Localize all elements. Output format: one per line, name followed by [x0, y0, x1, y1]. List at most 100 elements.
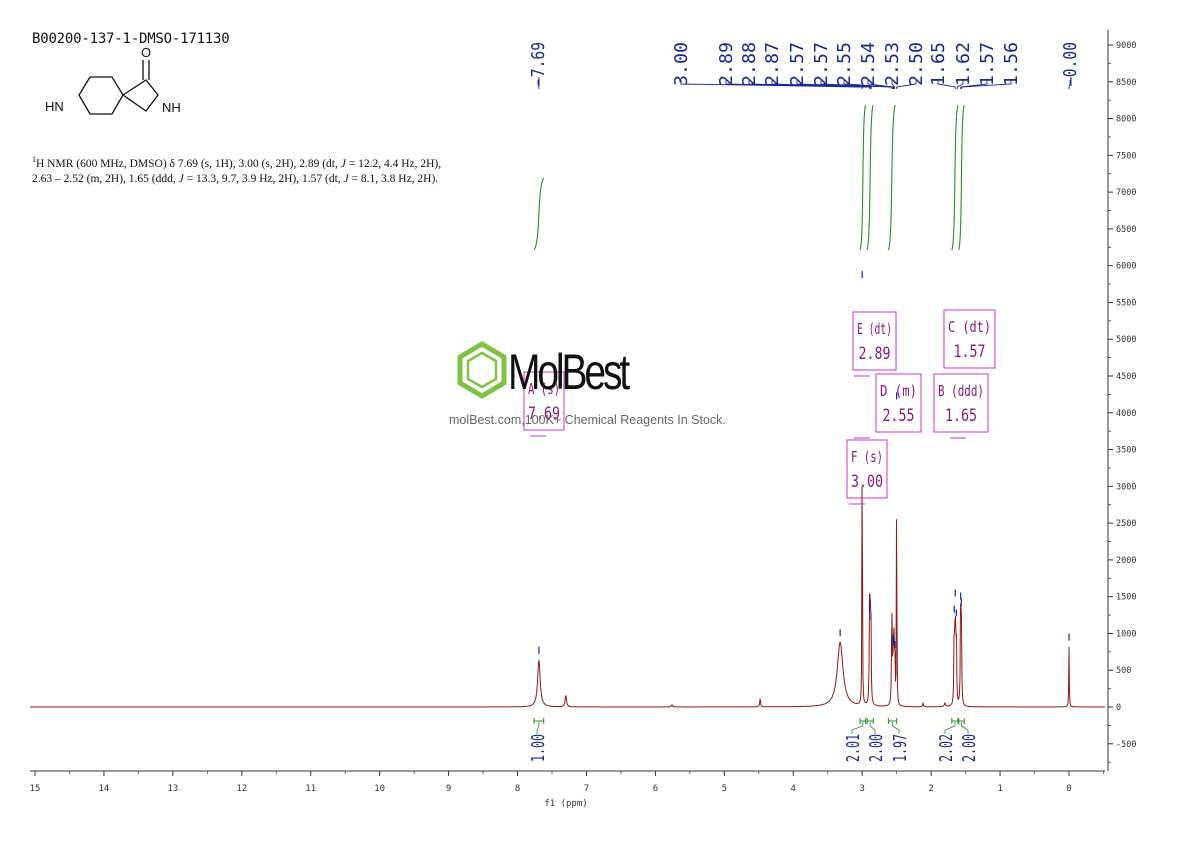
multiplet-letter: E (dt) [857, 320, 892, 338]
y-tick-label: 4500 [1116, 372, 1136, 382]
spectrum-trace [30, 486, 1105, 708]
x-tick-label: 7 [584, 784, 589, 794]
integral-curve [951, 104, 959, 251]
peak-label: 2.57 [811, 42, 832, 86]
peak-label: 2.89 [716, 42, 737, 86]
x-tick-label: 8 [515, 784, 520, 794]
peak-labels: —7.69 3.00 2.89 2.88 2.87 2.57 2.57 2.55 2.54 2.5… [528, 42, 1081, 89]
integral-connector [961, 722, 969, 734]
multiplet-box [852, 311, 897, 371]
multiplet-box [846, 439, 888, 499]
peak-label-connector [937, 80, 956, 89]
y-tick-label: 3000 [1116, 482, 1136, 492]
x-tick-label: 3 [859, 784, 864, 794]
nmr-j-1: J [340, 157, 346, 170]
multiplet-shift: 3.00 [851, 472, 883, 492]
x-axis-label: f1 (ppm) [544, 799, 587, 809]
peak-label-connector [537, 80, 540, 89]
y-tick-label: 1500 [1116, 593, 1136, 603]
x-tick-label: 4 [791, 784, 796, 794]
y-tick-label: 5000 [1116, 335, 1136, 345]
y-tick-label: 500 [1116, 666, 1131, 676]
integral-connector [869, 722, 876, 734]
piperidine-ring [78, 76, 124, 115]
peak-label-connector [771, 80, 872, 89]
azetidinone-ring [122, 79, 159, 112]
peak-label: 2.57 [787, 42, 808, 86]
multiplet-box [875, 373, 922, 433]
watermark-logo-icon [457, 341, 507, 399]
multiplet-shift: 1.57 [954, 342, 986, 362]
peak-label-connector [960, 80, 988, 89]
x-tick-label: 15 [30, 784, 41, 794]
integral-value: 1.97 [890, 734, 911, 762]
multiplet-letter: A (s) [528, 380, 560, 398]
integral-value: 2.02 [936, 734, 957, 762]
nmr-text-1: H NMR (600 MHz, DMSO) δ 7.69 (s, 1H), 3.… [36, 157, 341, 170]
integral-curves [533, 104, 965, 251]
y-tick-label: 2000 [1116, 556, 1136, 566]
y-tick-label: 9000 [1116, 41, 1136, 51]
peak-label-connector [891, 80, 896, 89]
multiplet-shift: 1.65 [945, 406, 977, 426]
integral-connector [536, 722, 540, 734]
y-axis: -500 0 500 1000 1500 2000 2500 3000 3500 4000 4500… [1107, 30, 1136, 771]
peak-label: —7.69 [528, 42, 549, 86]
multiplet-shift: 7.69 [528, 404, 560, 424]
x-tick-label: 5 [722, 784, 727, 794]
multiplet-letter: F (s) [851, 448, 883, 466]
y-tick-label: 8000 [1116, 115, 1136, 125]
integral-value: 2.01 [843, 734, 864, 762]
y-tick-label: 7500 [1116, 151, 1136, 161]
y-tick-label: 5500 [1116, 298, 1136, 308]
integral-curve [533, 177, 545, 251]
integral-curve [866, 104, 874, 251]
molecule-structure: O HN NH [42, 45, 181, 115]
multiplet-shift: 2.89 [859, 344, 891, 364]
peak-label-connector [843, 80, 894, 89]
y-tick-label: -500 [1116, 740, 1136, 750]
peak-label: 1.56 [1001, 42, 1022, 86]
peak-label-connector [680, 80, 863, 89]
multiplet-shift: 2.55 [883, 406, 915, 426]
y-tick-label: 2500 [1116, 519, 1136, 529]
integral-connector [944, 722, 956, 734]
hn-label: HN [45, 99, 64, 114]
peak-label: —0.00 [1060, 42, 1081, 86]
y-tick-label: 6000 [1116, 262, 1136, 272]
nmr-text-4: = 8.1, 3.8 Hz, 2H). [348, 172, 439, 185]
sample-title: B00200-137-1-DMSO-171130 [32, 31, 230, 47]
multiplet-letter: B (ddd) [938, 382, 984, 400]
integral-value: 1.00 [528, 734, 549, 762]
peak-label: 2.88 [739, 42, 760, 86]
peak-label: 1.57 [977, 42, 998, 86]
integral-curve [887, 104, 896, 251]
peak-label: 2.55 [834, 42, 855, 86]
peak-label: 1.65 [928, 42, 949, 86]
multiplet-letter: C (dt) [948, 318, 991, 336]
peak-label-connector [961, 80, 1012, 89]
nmr-sup: 1 [32, 155, 36, 164]
x-axis: 15 14 13 12 11 10 9 8 7 6 5 4 3 2 1 0 [30, 770, 1105, 794]
integral-connector [851, 722, 864, 734]
peak-label: 2.53 [882, 42, 903, 86]
watermark-tagline: molBest.com,100K+ Chemical Reagents In S… [449, 413, 726, 427]
y-tick-label: 7000 [1116, 188, 1136, 198]
x-tick-label: 2 [928, 784, 933, 794]
peak-top-ticks [538, 271, 1070, 654]
integral-connector [892, 722, 900, 734]
peak-label-connector [896, 80, 917, 89]
integral-bars: 1.00 2.01 2.00 1.97 2.02 2.00 [528, 718, 980, 762]
peak-label-connector [820, 80, 893, 89]
integral-value: 2.00 [959, 734, 980, 762]
x-tick-label: 14 [99, 784, 110, 794]
peak-label: 2.50 [906, 42, 927, 86]
x-tick-label: 0 [1066, 784, 1071, 794]
y-tick-label: 6500 [1116, 225, 1136, 235]
multiplet-box [523, 371, 565, 431]
x-tick-label: 12 [236, 784, 247, 794]
peak-label: 2.87 [762, 42, 783, 86]
peak-label-connector [867, 80, 895, 89]
y-tick-label: 0 [1116, 703, 1121, 713]
